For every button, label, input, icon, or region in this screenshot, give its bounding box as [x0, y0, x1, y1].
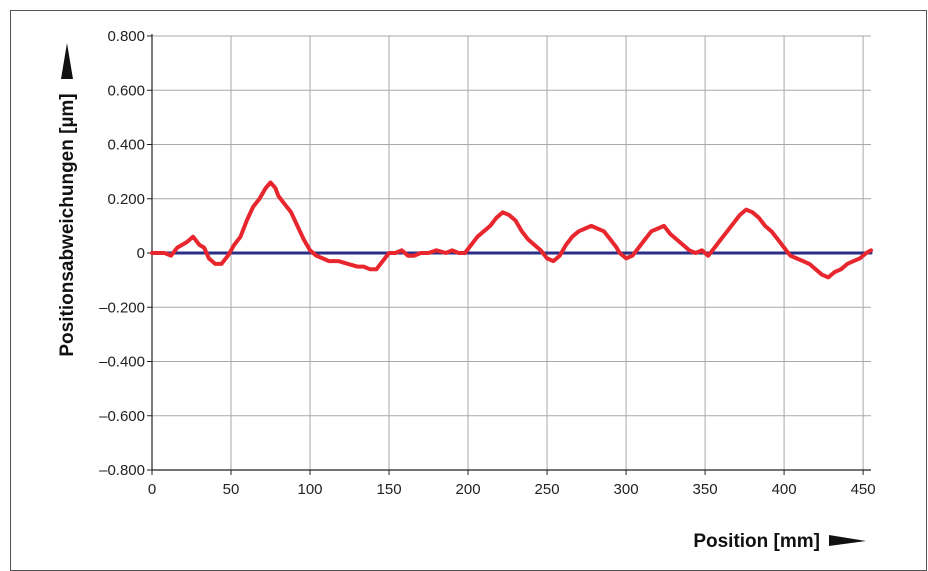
- y-tick-label: –0.400: [99, 354, 145, 371]
- y-tick-label: 0: [137, 245, 145, 262]
- grid: [151, 35, 871, 471]
- y-tick-label: –0.600: [99, 408, 145, 425]
- y-tick-label: –0.200: [99, 299, 145, 316]
- tick-labels: 0.800 0.600 0.400 0.200 0 –0.200 –0.400 –0.600 –…: [99, 28, 876, 498]
- y-axis-label: Positionsabweichungen [µm]: [57, 93, 78, 356]
- x-tick-label: 200: [456, 481, 481, 498]
- x-tick-label: 350: [693, 481, 718, 498]
- x-axis-title-group: Position [mm]: [693, 531, 866, 552]
- x-tick-label: 300: [614, 481, 639, 498]
- x-tick-label: 150: [377, 481, 402, 498]
- x-axis-arrow-icon: [829, 535, 866, 546]
- series-line-deviation: [150, 180, 873, 280]
- series-group: [150, 180, 873, 280]
- x-tick-label: 450: [851, 481, 876, 498]
- y-axis-title-group: Positionsabweichungen [µm]: [57, 43, 78, 357]
- y-tick-label: 0.800: [107, 28, 145, 45]
- y-tick-label: 0.600: [107, 82, 145, 99]
- y-tick-label: 0.400: [107, 137, 145, 154]
- y-tick-label: –0.800: [99, 462, 145, 479]
- y-axis-arrow-icon: [61, 43, 73, 79]
- x-tick-label: 0: [148, 481, 156, 498]
- x-tick-label: 250: [535, 481, 560, 498]
- y-tick-label: 0.200: [107, 191, 145, 208]
- x-tick-label: 400: [772, 481, 797, 498]
- x-axis-label: Position [mm]: [693, 531, 820, 552]
- x-tick-label: 50: [223, 481, 240, 498]
- x-tick-label: 100: [298, 481, 323, 498]
